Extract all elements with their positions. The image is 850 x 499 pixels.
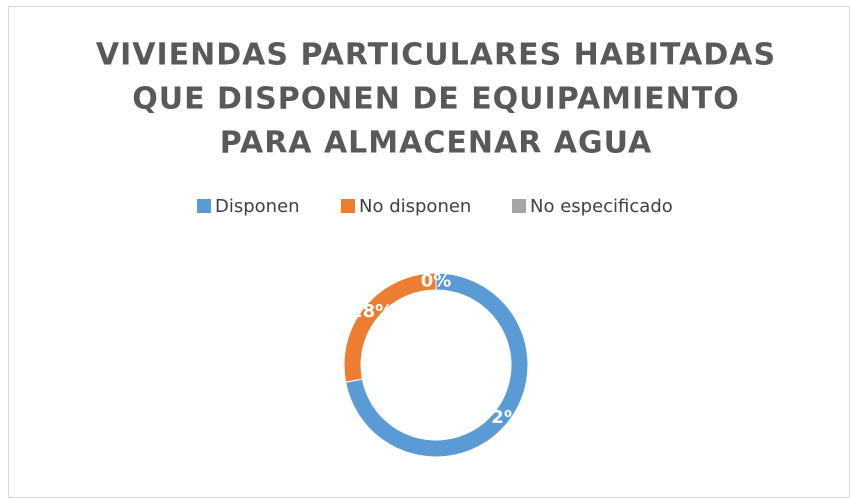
donut-segment xyxy=(343,272,437,383)
chart-title: VIVIENDAS PARTICULARES HABITADAS xyxy=(96,38,776,73)
chart-title: PARA ALMACENAR AGUA xyxy=(220,126,653,161)
data-label: 28% xyxy=(350,301,393,322)
legend-label: Disponen xyxy=(215,196,300,217)
legend-swatch xyxy=(512,199,526,213)
legend-swatch xyxy=(341,199,355,213)
data-label: 0% xyxy=(421,271,452,292)
donut-segment xyxy=(345,272,529,458)
chart-border xyxy=(8,6,850,498)
legend-label: No especificado xyxy=(530,196,673,217)
legend-swatch xyxy=(197,199,211,213)
chart-title: QUE DISPONEN DE EQUIPAMIENTO xyxy=(132,82,740,117)
legend-label: No disponen xyxy=(359,196,471,217)
data-label: 72% xyxy=(479,407,522,428)
